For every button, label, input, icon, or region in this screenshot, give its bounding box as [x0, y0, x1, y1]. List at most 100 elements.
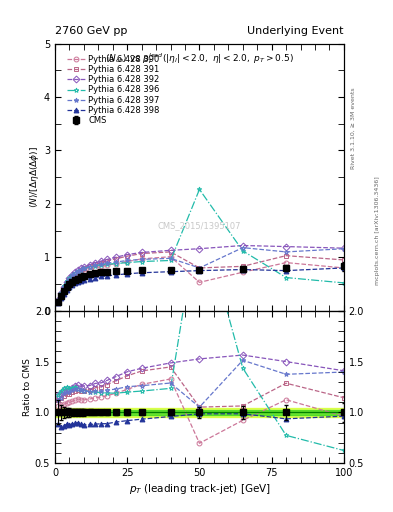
Pythia 6.428 397 [64, 280, 69, 286]
Pythia 6.428 390 [93, 265, 98, 271]
Pythia 6.428 392 [67, 275, 72, 281]
Pythia 6.428 392 [64, 279, 69, 285]
Pythia 6.428 398 [59, 295, 63, 301]
Pythia 6.428 396 [79, 266, 83, 272]
Pythia 6.428 392 [59, 290, 63, 296]
Pythia 6.428 397 [82, 265, 86, 271]
Pythia 6.428 391 [73, 271, 77, 277]
Pythia 6.428 396 [87, 264, 92, 270]
Text: 2760 GeV pp: 2760 GeV pp [55, 26, 127, 36]
Pythia 6.428 391 [76, 269, 81, 275]
Pythia 6.428 396 [93, 263, 98, 269]
Pythia 6.428 392 [105, 257, 109, 263]
Pythia 6.428 398 [197, 268, 202, 274]
Line: Pythia 6.428 391: Pythia 6.428 391 [55, 249, 346, 303]
Pythia 6.428 397 [55, 297, 60, 304]
Pythia 6.428 396 [67, 274, 72, 281]
Pythia 6.428 396 [284, 274, 288, 281]
Pythia 6.428 398 [55, 300, 60, 306]
Pythia 6.428 390 [82, 269, 86, 275]
Pythia 6.428 398 [140, 270, 144, 276]
Pythia 6.428 391 [82, 265, 86, 271]
Pythia 6.428 397 [76, 268, 81, 274]
Pythia 6.428 391 [64, 280, 69, 286]
Line: Pythia 6.428 397: Pythia 6.428 397 [55, 245, 346, 303]
Pythia 6.428 391 [79, 267, 83, 273]
Pythia 6.428 396 [125, 260, 130, 266]
Pythia 6.428 398 [70, 282, 75, 288]
Pythia 6.428 390 [79, 270, 83, 276]
Pythia 6.428 392 [284, 244, 288, 250]
Pythia 6.428 396 [241, 248, 245, 254]
Pythia 6.428 398 [284, 268, 288, 274]
Pythia 6.428 390 [70, 275, 75, 282]
Pythia 6.428 396 [64, 278, 69, 284]
Pythia 6.428 392 [87, 262, 92, 268]
Pythia 6.428 391 [99, 260, 104, 266]
Text: mcplots.cern.ch [arXiv:1306.3436]: mcplots.cern.ch [arXiv:1306.3436] [375, 176, 380, 285]
Pythia 6.428 390 [76, 271, 81, 278]
Pythia 6.428 390 [105, 262, 109, 268]
Pythia 6.428 397 [113, 259, 118, 265]
Pythia 6.428 390 [168, 253, 173, 260]
Pythia 6.428 397 [105, 260, 109, 266]
Pythia 6.428 396 [76, 268, 81, 274]
Pythia 6.428 398 [93, 274, 98, 281]
Pythia 6.428 397 [59, 290, 63, 296]
Pythia 6.428 397 [70, 272, 75, 279]
Bar [55, 409, 344, 417]
Pythia 6.428 397 [125, 258, 130, 264]
Pythia 6.428 391 [61, 285, 66, 291]
Pythia 6.428 396 [55, 297, 60, 303]
Pythia 6.428 390 [197, 280, 202, 286]
Pythia 6.428 392 [76, 267, 81, 273]
Pythia 6.428 391 [197, 265, 202, 271]
Pythia 6.428 396 [82, 265, 86, 271]
Legend: Pythia 6.428 390, Pythia 6.428 391, Pythia 6.428 392, Pythia 6.428 396, Pythia 6: Pythia 6.428 390, Pythia 6.428 391, Pyth… [65, 53, 162, 127]
Pythia 6.428 396 [70, 272, 75, 278]
Pythia 6.428 392 [55, 297, 60, 303]
Pythia 6.428 392 [70, 272, 75, 278]
Pythia 6.428 390 [55, 298, 60, 304]
Pythia 6.428 392 [125, 251, 130, 258]
Pythia 6.428 398 [87, 275, 92, 282]
Pythia 6.428 398 [67, 284, 72, 290]
Pythia 6.428 398 [76, 279, 81, 285]
Pythia 6.428 397 [61, 284, 66, 290]
Pythia 6.428 398 [168, 269, 173, 275]
Pythia 6.428 398 [113, 272, 118, 278]
Pythia 6.428 397 [79, 266, 83, 272]
Pythia 6.428 392 [82, 264, 86, 270]
Pythia 6.428 390 [125, 259, 130, 265]
Pythia 6.428 397 [67, 275, 72, 282]
Pythia 6.428 392 [61, 284, 66, 290]
Pythia 6.428 397 [99, 261, 104, 267]
Line: Pythia 6.428 390: Pythia 6.428 390 [55, 254, 346, 304]
Pythia 6.428 392 [93, 260, 98, 266]
Pythia 6.428 397 [168, 255, 173, 262]
Pythia 6.428 391 [93, 261, 98, 267]
Bar [55, 411, 344, 415]
Pythia 6.428 392 [73, 269, 77, 275]
Pythia 6.428 392 [197, 246, 202, 252]
Pythia 6.428 396 [59, 289, 63, 295]
Pythia 6.428 390 [342, 265, 346, 271]
Pythia 6.428 397 [140, 257, 144, 263]
Pythia 6.428 392 [113, 254, 118, 260]
Pythia 6.428 398 [79, 278, 83, 284]
Pythia 6.428 397 [87, 264, 92, 270]
Pythia 6.428 392 [140, 249, 144, 255]
Pythia 6.428 391 [105, 258, 109, 264]
Pythia 6.428 390 [73, 273, 77, 280]
Text: Underlying Event: Underlying Event [247, 26, 344, 36]
Pythia 6.428 398 [61, 290, 66, 296]
Pythia 6.428 396 [168, 258, 173, 264]
Pythia 6.428 392 [79, 265, 83, 271]
Pythia 6.428 396 [61, 283, 66, 289]
Pythia 6.428 396 [197, 186, 202, 193]
Pythia 6.428 390 [59, 292, 63, 298]
Line: Pythia 6.428 398: Pythia 6.428 398 [55, 266, 346, 305]
X-axis label: $p_T$ (leading track-jet) [GeV]: $p_T$ (leading track-jet) [GeV] [129, 482, 270, 497]
Pythia 6.428 396 [342, 280, 346, 286]
Pythia 6.428 398 [342, 265, 346, 271]
